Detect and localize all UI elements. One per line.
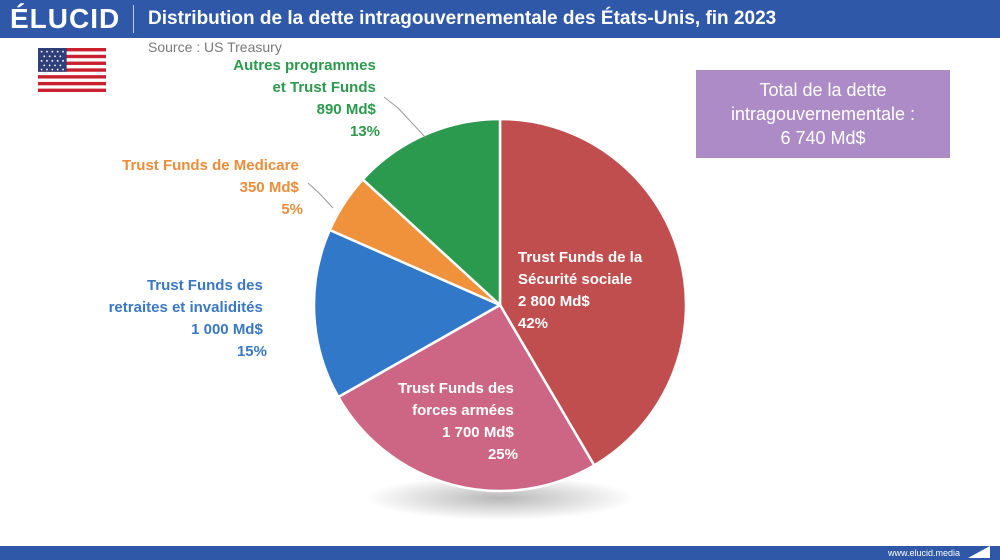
label-autres-pct: 13% (350, 123, 380, 140)
label-autres: Autres programmes et Trust Funds 890 Md$… (233, 57, 380, 140)
header-divider (133, 5, 134, 33)
total-debt-box: Total de la dette intragouvernementale :… (696, 70, 950, 158)
pie-shadow (365, 476, 635, 520)
label-retraites: Trust Funds des retraites et invalidités… (109, 277, 267, 360)
label-retraites-line1: Trust Funds des (147, 277, 263, 294)
total-label: Total de la dette intragouvernementale : (730, 80, 916, 124)
label-securite-sociale-line2: Sécurité sociale (518, 271, 632, 288)
total-value: 6 740 Md$ (780, 128, 866, 148)
label-retraites-pct: 15% (237, 343, 267, 360)
label-autres-line1: Autres programmes (233, 57, 376, 74)
us-flag-icon (38, 48, 106, 92)
label-forces-armees-pct: 25% (488, 446, 518, 463)
label-securite-sociale: Trust Funds de la Sécurité sociale 2 800… (518, 249, 646, 332)
label-securite-sociale-line1: Trust Funds de la (518, 249, 643, 266)
label-autres-line2: et Trust Funds (272, 79, 375, 96)
leader-line-autres (383, 96, 427, 139)
brand-mark-icon (968, 546, 990, 558)
slice-autres (361, 117, 502, 307)
label-forces-armees-value: 1 700 Md$ (442, 424, 514, 441)
pie-slices (312, 117, 688, 493)
label-forces-armees-line1: Trust Funds des (398, 380, 514, 397)
brand-logo: ÉLUCID (10, 3, 121, 34)
label-medicare-line1: Trust Funds de Medicare (122, 157, 299, 174)
slice-retraites (312, 228, 502, 399)
source-note: Source : US Treasury (148, 39, 282, 55)
website-link[interactable]: www.elucid.media (887, 548, 960, 558)
label-forces-armees: Trust Funds des forces armées 1 700 Md$ … (398, 380, 518, 463)
label-forces-armees-line2: forces armées (412, 402, 514, 419)
footer-bar (0, 546, 1000, 560)
label-autres-value: 890 Md$ (317, 101, 377, 118)
label-medicare-value: 350 Md$ (240, 179, 300, 196)
label-retraites-value: 1 000 Md$ (191, 321, 263, 338)
leader-line-medicare (307, 182, 334, 209)
slice-forces-armees (337, 303, 596, 493)
header-bar: ÉLUCID Distribution de la dette intragou… (0, 0, 1000, 38)
chart-title: Distribution de la dette intragouverneme… (148, 8, 777, 29)
label-securite-sociale-value: 2 800 Md$ (518, 293, 590, 310)
label-retraites-line2: retraites et invalidités (109, 299, 263, 316)
label-medicare-pct: 5% (281, 201, 303, 218)
label-medicare: Trust Funds de Medicare 350 Md$ 5% (122, 157, 303, 218)
slice-securite-sociale (498, 117, 688, 467)
label-securite-sociale-pct: 42% (518, 315, 548, 332)
